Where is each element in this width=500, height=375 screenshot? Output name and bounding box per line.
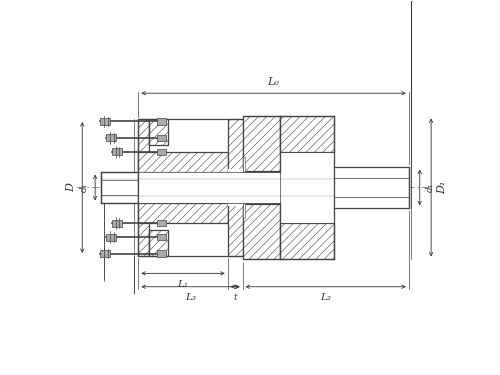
Text: D: D <box>66 183 76 192</box>
Polygon shape <box>157 220 166 226</box>
Polygon shape <box>242 172 280 203</box>
Polygon shape <box>242 203 245 218</box>
Polygon shape <box>100 118 110 125</box>
Polygon shape <box>228 169 242 206</box>
Polygon shape <box>106 134 116 141</box>
Polygon shape <box>228 119 242 256</box>
Polygon shape <box>138 172 228 203</box>
Polygon shape <box>242 116 280 171</box>
Polygon shape <box>150 119 168 146</box>
Text: L₁: L₁ <box>178 280 188 289</box>
Polygon shape <box>112 148 122 155</box>
Text: t: t <box>234 293 237 302</box>
Polygon shape <box>242 204 280 260</box>
Polygon shape <box>334 166 409 208</box>
Polygon shape <box>138 203 228 223</box>
Text: L₃: L₃ <box>185 293 196 302</box>
Polygon shape <box>138 119 149 172</box>
Polygon shape <box>157 135 166 141</box>
Polygon shape <box>101 172 138 203</box>
Polygon shape <box>280 152 334 223</box>
Polygon shape <box>280 223 334 260</box>
Text: d₁: d₁ <box>80 183 88 192</box>
Text: L₀: L₀ <box>268 77 280 87</box>
Text: d₁: d₁ <box>426 183 435 192</box>
Text: L₂: L₂ <box>320 293 331 302</box>
Polygon shape <box>112 220 122 227</box>
Text: D₁: D₁ <box>438 181 448 194</box>
Polygon shape <box>138 203 149 256</box>
Polygon shape <box>157 250 166 257</box>
Polygon shape <box>100 250 110 257</box>
Polygon shape <box>138 152 228 172</box>
Polygon shape <box>157 234 166 240</box>
Polygon shape <box>242 157 245 172</box>
Polygon shape <box>157 118 166 125</box>
Polygon shape <box>157 148 166 155</box>
Polygon shape <box>280 116 334 152</box>
Polygon shape <box>106 234 116 241</box>
Polygon shape <box>150 230 168 256</box>
